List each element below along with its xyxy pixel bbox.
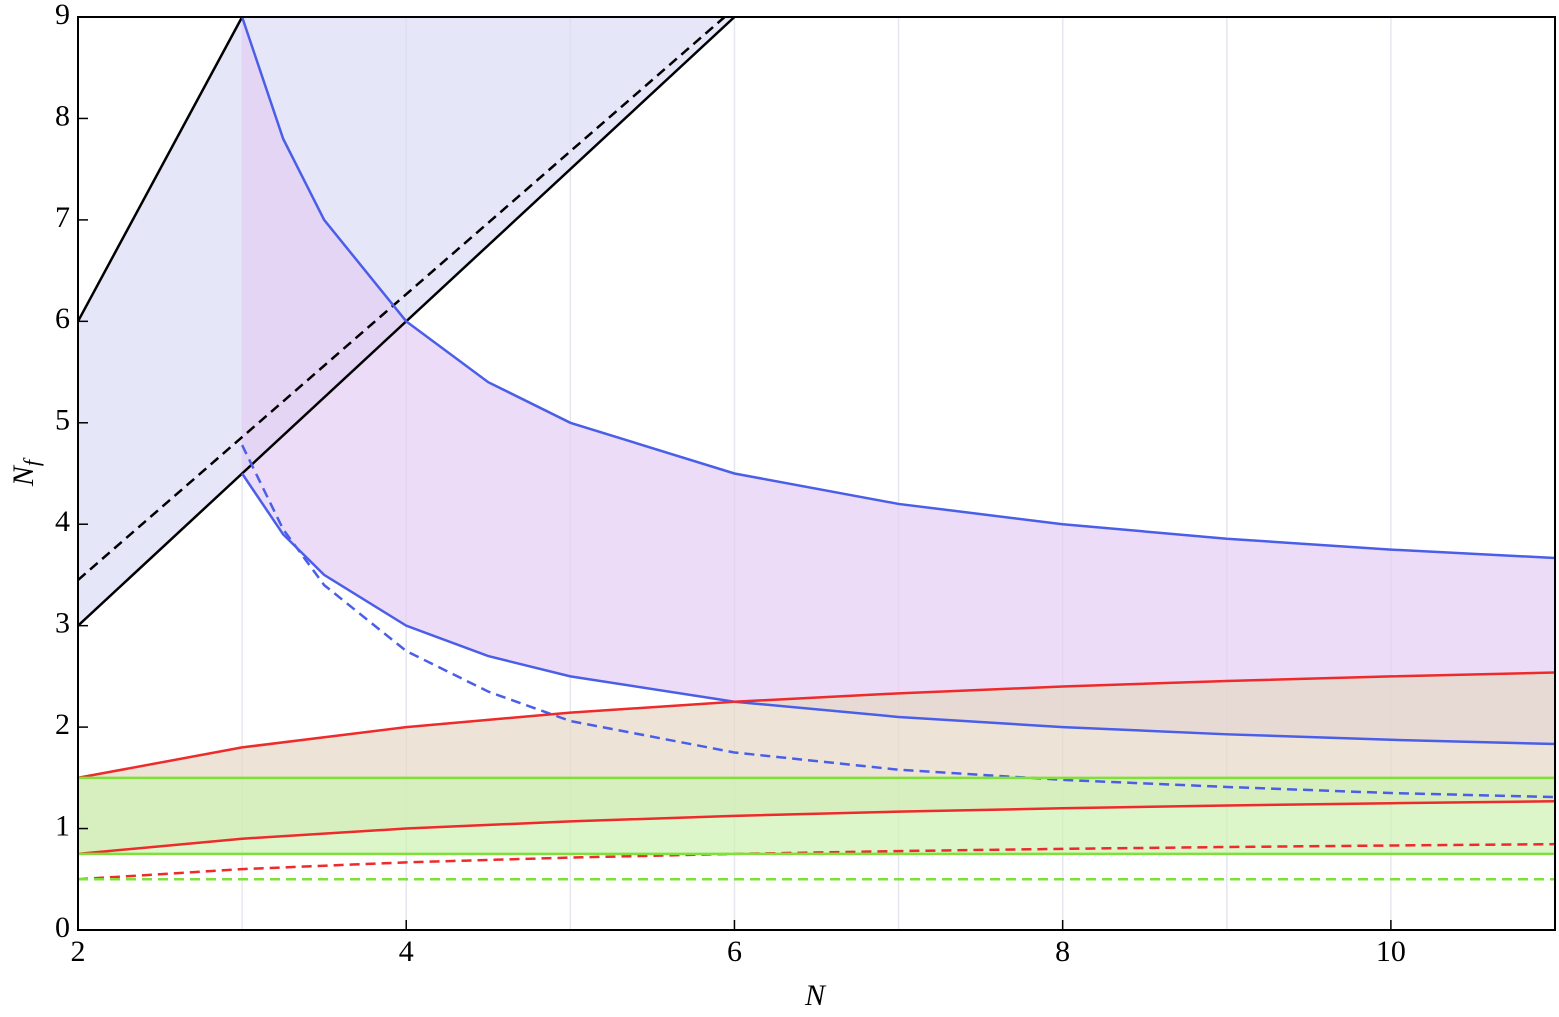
curve — [241, 472, 1555, 746]
x-tick-label: 10 — [1376, 935, 1406, 968]
x-tick-label: 8 — [1055, 935, 1070, 968]
y-tick-label: 5 — [55, 404, 70, 437]
band — [78, 777, 1555, 854]
x-tick-label: 6 — [727, 935, 742, 968]
curve — [78, 17, 244, 322]
y-tick-label: 6 — [55, 302, 70, 335]
band — [242, 17, 1555, 745]
y-tick-label: 0 — [55, 911, 70, 944]
y-axis-label-sub: f — [19, 457, 44, 466]
y-tick-label: 1 — [55, 809, 70, 842]
frame — [77, 16, 1556, 931]
curve — [78, 671, 1555, 780]
y-tick-label: 8 — [55, 99, 70, 132]
y-tick-label: 4 — [55, 505, 70, 538]
x-axis-label: N — [804, 979, 827, 1012]
y-tick-label: 3 — [55, 607, 70, 640]
y-tick-label: 9 — [55, 0, 70, 31]
curve — [240, 444, 1555, 799]
x-tick-label: 4 — [399, 935, 414, 968]
curve — [78, 800, 1555, 856]
y-axis-label-main: N — [7, 464, 40, 487]
curve — [78, 842, 1555, 881]
x-tick-label: 2 — [71, 935, 86, 968]
curve — [240, 17, 1555, 560]
y-tick-label: 7 — [55, 201, 70, 234]
y-tick-label: 2 — [55, 708, 70, 741]
y-axis-label: Nf — [7, 457, 44, 487]
plot-area — [78, 17, 1555, 930]
